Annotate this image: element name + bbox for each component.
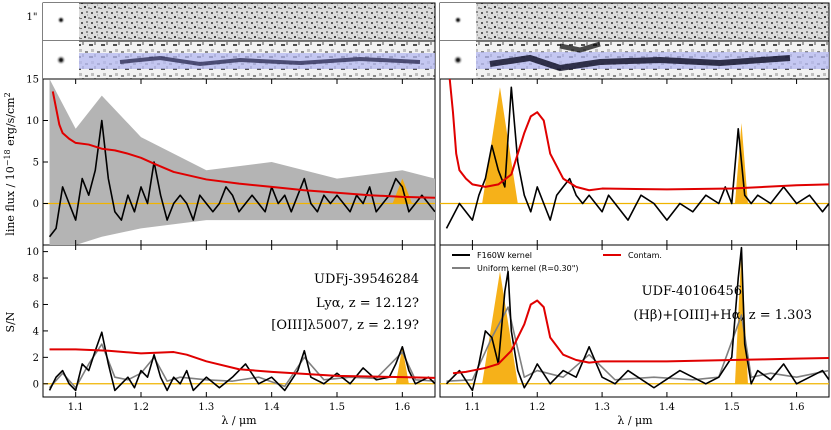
left-sn-ticks: 1.1 1.2 1.3 1.4 1.5 1.6 0 2 4 6 8 10 (26, 245, 410, 413)
legend-label-uniform: Uniform kernel (R=0.30") (477, 264, 579, 273)
y-tick-label: 10 (26, 247, 39, 258)
y-tick-label: 0 (33, 199, 39, 210)
left-object-name: UDFj-39546284 (314, 272, 419, 287)
legend-label-f160w: F160W kernel (477, 251, 532, 260)
stamp-scale-label: 1" (27, 12, 38, 23)
x-tick-label: 1.6 (394, 402, 410, 413)
error-band (49, 79, 435, 245)
x-tick-label: 1.6 (789, 402, 805, 413)
legend-label-contam: Contam. (628, 251, 662, 260)
legend: F160W kernel Uniform kernel (R=0.30") Co… (452, 251, 662, 273)
right-image-stamps (439, 2, 830, 80)
f160w-kernel-series-line (48, 331, 435, 392)
y-tick-label: 15 (26, 75, 39, 86)
x-tick-label: 1.4 (659, 402, 675, 413)
y-tick-label: 0 (33, 379, 39, 390)
y-tick-label: 4 (33, 326, 39, 337)
y-tick-label: 6 (33, 300, 39, 311)
y-axis-label-flux: line flux / 10−18 erg/s/cm2 (3, 92, 17, 235)
x-tick-label: 1.5 (329, 402, 345, 413)
emission-line-fill-1 (482, 87, 518, 204)
left-line-id-2: [OIII]λ5007, z = 2.19? (271, 318, 419, 333)
x-axis-label-left: λ / μm (221, 414, 257, 427)
y-tick-label: 5 (33, 158, 39, 169)
right-sn-ticks: 1.1 1.2 1.3 1.4 1.5 1.6 (464, 245, 805, 413)
x-tick-label: 1.3 (198, 402, 214, 413)
uniform-kernel-series-line (48, 343, 435, 389)
left-flux-plot (43, 79, 435, 245)
left-line-id-1: Lyα, z = 12.12? (316, 296, 419, 311)
x-tick-label: 1.2 (529, 402, 545, 413)
contam-series-line (452, 299, 829, 375)
y-axis-label-sn: S/N (4, 311, 17, 332)
x-axis-label-right: λ / μm (617, 414, 653, 427)
f160w-kernel-series-line (48, 119, 435, 238)
contam-series-line (51, 91, 435, 199)
emission-line-fill-1 (482, 271, 518, 384)
right-line-id: (Hβ)+[OIII]+Hα, z = 1.303 (633, 308, 812, 323)
contam-series-line (448, 79, 829, 192)
right-object-name: UDF-40106456 (642, 284, 742, 299)
left-image-stamps (42, 2, 436, 80)
y-tick-label: 8 (33, 274, 39, 285)
emission-line-fill-1 (395, 346, 409, 384)
left-sn-plot (43, 331, 435, 392)
contam-series-line (49, 348, 435, 379)
f160w-kernel-series-line (445, 86, 829, 229)
x-tick-label: 1.3 (594, 402, 610, 413)
left-flux-ticks: 0 5 10 15 (26, 75, 403, 245)
y-tick-label: 10 (26, 116, 39, 127)
right-sn-plot (440, 246, 829, 392)
left-sn-panel (42, 244, 436, 398)
right-flux-ticks (471, 79, 798, 245)
y-tick-label: 2 (33, 353, 39, 364)
x-tick-label: 1.4 (264, 402, 280, 413)
x-tick-label: 1.1 (68, 402, 84, 413)
right-sn-panel (439, 244, 830, 398)
x-tick-label: 1.1 (464, 402, 480, 413)
x-tick-label: 1.2 (133, 402, 149, 413)
right-flux-plot (440, 79, 829, 229)
x-tick-label: 1.5 (724, 402, 740, 413)
